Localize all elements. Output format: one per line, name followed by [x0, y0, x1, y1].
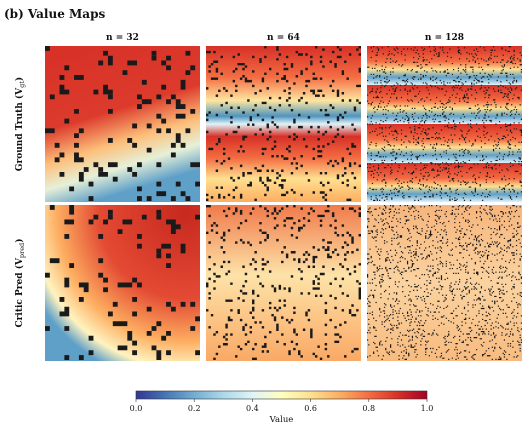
column-header: n = 128: [425, 33, 464, 43]
heatmap-panel: [206, 46, 361, 202]
row-label-subscript: pred: [18, 243, 26, 258]
heatmap-panel: [206, 205, 361, 361]
colorbar: [135, 390, 428, 400]
column-header: n = 64: [267, 33, 300, 43]
row-label-text: ): [14, 239, 25, 243]
obstacle-cells: [367, 205, 522, 360]
obstacle-cells: [45, 205, 200, 360]
obstacle-cells: [206, 46, 361, 201]
obstacle-cells: [206, 205, 361, 360]
obstacles: [45, 46, 200, 201]
obstacles: [45, 205, 200, 360]
obstacles: [367, 46, 522, 201]
column-header: n = 32: [106, 33, 139, 43]
colorbar-tick-label: 0.8: [362, 404, 375, 413]
obstacles: [206, 205, 361, 360]
colorbar-tick-label: 0.4: [246, 404, 259, 413]
panels: [45, 46, 522, 361]
obstacle-cells: [45, 46, 200, 201]
colorbar-tick-label: 0.6: [304, 404, 317, 413]
row-label-text: Critic Pred (V: [14, 257, 25, 327]
colorbar-tick-label: 1.0: [421, 404, 434, 413]
obstacle-cells: [367, 46, 522, 201]
row-label-subscript: gt: [18, 81, 26, 88]
colorbar-tick-label: 0.0: [130, 404, 143, 413]
row-label: Ground Truth (Vgt): [14, 77, 26, 171]
obstacles: [367, 205, 522, 360]
row-label-text: Ground Truth (V: [14, 87, 25, 171]
figure-title: (b) Value Maps: [4, 7, 105, 21]
row-label: Critic Pred (Vpred): [14, 239, 26, 328]
heatmap-panel: [367, 46, 522, 202]
colorbar-label: Value: [269, 415, 294, 425]
obstacles: [206, 46, 361, 201]
row-label-text: ): [14, 77, 25, 81]
colorbar-tick-label: 0.2: [188, 404, 201, 413]
